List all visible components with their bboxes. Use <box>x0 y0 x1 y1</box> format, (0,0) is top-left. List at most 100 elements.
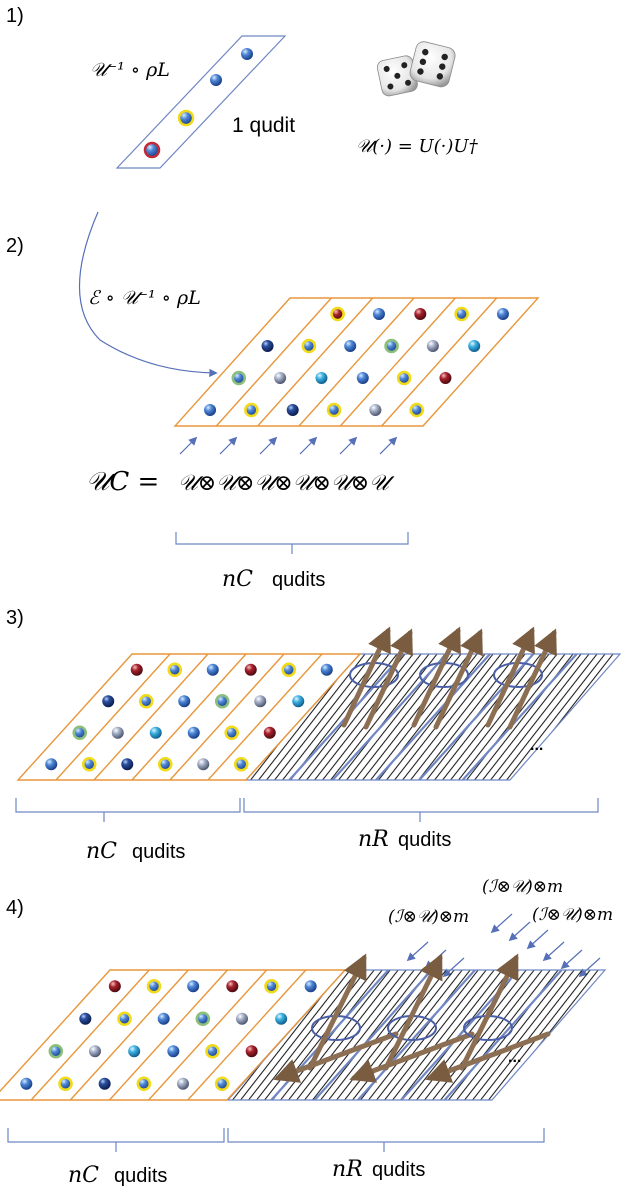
panel-1-step-label: 1) <box>6 5 24 27</box>
grid-divider <box>69 969 189 1101</box>
qudit-ball <box>214 1076 230 1092</box>
panel-2-step-label: 2) <box>6 235 24 257</box>
qudit-ball <box>344 340 357 352</box>
unitary-arrow <box>259 436 278 455</box>
unitary-arrows <box>179 436 398 455</box>
qudit-ball <box>128 1045 141 1058</box>
grid-divider <box>207 653 323 781</box>
entangling-rod-down <box>349 1031 475 1083</box>
qudit-ball <box>320 663 333 676</box>
qudit-ball <box>236 1012 248 1025</box>
ancilla-columns <box>270 969 563 1101</box>
qudit-ball <box>81 756 97 772</box>
qudit-ball <box>254 695 267 708</box>
qudit-ball <box>167 1045 180 1058</box>
grid-divider <box>30 969 150 1101</box>
entangling-rod-up <box>307 953 367 1071</box>
qudit-ball <box>356 372 369 384</box>
qudit-ball <box>245 1045 258 1058</box>
panel-1-inverse-channel-formula: 𝒰⁻¹ ∘ ρL <box>90 59 170 81</box>
panel-3: 3) ... nC qudits nR qudits <box>6 607 621 864</box>
unitary-arrow <box>219 436 238 455</box>
channel-arrow <box>526 929 549 950</box>
panel-4-channel-label-left: (ℐ⊗𝒰)⊗m <box>388 907 469 927</box>
qudit-ball <box>187 726 200 739</box>
qudit-ball <box>195 1011 211 1027</box>
ancilla-column-divider <box>313 969 433 1101</box>
panel-3-nc-qudits-label: qudits <box>132 841 185 863</box>
entangling-rod-down <box>273 1031 399 1083</box>
qudit-ball <box>111 726 124 739</box>
grid-divider <box>148 969 268 1101</box>
panel-4-ellipsis: ... <box>508 1049 521 1066</box>
qudit-ball <box>264 978 279 994</box>
measurement-rod <box>507 628 557 730</box>
qudit-ball <box>281 662 297 678</box>
qudit-ball <box>326 402 342 418</box>
qudit-ball <box>244 402 259 418</box>
grid-divider <box>187 969 307 1101</box>
unitary-arrow <box>299 436 318 455</box>
ancilla-column-divider <box>418 653 535 781</box>
panel-4-step-label: 4) <box>6 897 24 919</box>
qudit-ball <box>79 1012 92 1025</box>
panel-3-nc-symbol: nC <box>86 839 117 864</box>
entangling-rod-up <box>459 953 519 1071</box>
qudit-ball <box>286 404 299 416</box>
channel-arrow <box>406 941 429 962</box>
qudit-ball <box>244 663 257 676</box>
qudit-ball <box>48 1043 64 1059</box>
channel-arrow <box>508 921 531 942</box>
qudit-ball <box>149 726 162 739</box>
qudit-ball <box>315 372 328 384</box>
qudit-ball <box>146 978 162 994</box>
single-qudit-balls <box>143 48 253 159</box>
panel-3-nr-brace <box>243 798 599 822</box>
panel-4-nc-brace <box>7 1128 225 1152</box>
panel-2-qudits-label: qudits <box>272 569 325 591</box>
ancilla-column-divider <box>375 653 491 781</box>
panel-1-qudit-count: 1 qudit <box>232 114 295 137</box>
panel-4: 4) (ℐ⊗𝒰)⊗m (ℐ⊗𝒰)⊗m (ℐ⊗𝒰)⊗m ... nC qudits… <box>0 877 613 1188</box>
qudit-ball <box>187 980 200 993</box>
qudit-ball <box>177 1077 189 1090</box>
qudit-ball <box>206 663 219 676</box>
qudit-ball <box>409 402 425 418</box>
unitary-arrow <box>379 436 398 455</box>
panel-3-nc-brace <box>15 798 241 822</box>
qudit-ball <box>414 308 427 320</box>
qudit-ball <box>58 1076 73 1092</box>
panel-2-code-unitary-lhs: 𝒰C = <box>86 467 159 497</box>
panel-4-nr-symbol: nR <box>332 1157 363 1182</box>
qudit-ball <box>167 662 183 678</box>
panel-2-brace <box>175 532 409 554</box>
qudit-ball <box>454 306 469 322</box>
qudit-ball <box>143 141 161 159</box>
panel-4-channel-label-top: (ℐ⊗𝒰)⊗m <box>482 877 563 897</box>
measurement-rod <box>341 626 391 728</box>
qudit-ball <box>330 306 345 322</box>
measurement-rod <box>485 626 535 728</box>
panel-2-code-unitary-rhs: 𝒰⊗𝒰⊗𝒰⊗𝒰⊗𝒰⊗𝒰 <box>178 471 395 496</box>
qudit-ball <box>102 695 115 708</box>
ancilla-column-divider <box>357 969 476 1101</box>
panel-3-step-label: 3) <box>6 607 24 629</box>
channel-arrows <box>406 913 601 978</box>
panel-3-nr-qudits-label: qudits <box>398 829 451 851</box>
measurement-rod <box>433 628 483 730</box>
panel-1: 1) 𝒰⁻¹ ∘ ρL 1 qudit 𝒰(·) = U(·)U† <box>6 5 479 169</box>
grid-divider <box>108 969 229 1101</box>
single-qudit-frame <box>115 35 287 169</box>
qudit-ball <box>496 308 509 320</box>
qudit-ball <box>130 663 143 676</box>
grid-divider <box>257 297 374 427</box>
qudit-ball <box>224 725 240 741</box>
qudit-ball <box>396 370 412 386</box>
qudit-ball <box>210 74 222 86</box>
grid-divider <box>298 297 415 427</box>
qudit-ball <box>301 338 317 354</box>
qudit-ball <box>384 338 399 354</box>
channel-arrow <box>490 913 513 934</box>
panel-1-unitary-definition: 𝒰(·) = U(·)U† <box>356 136 479 157</box>
